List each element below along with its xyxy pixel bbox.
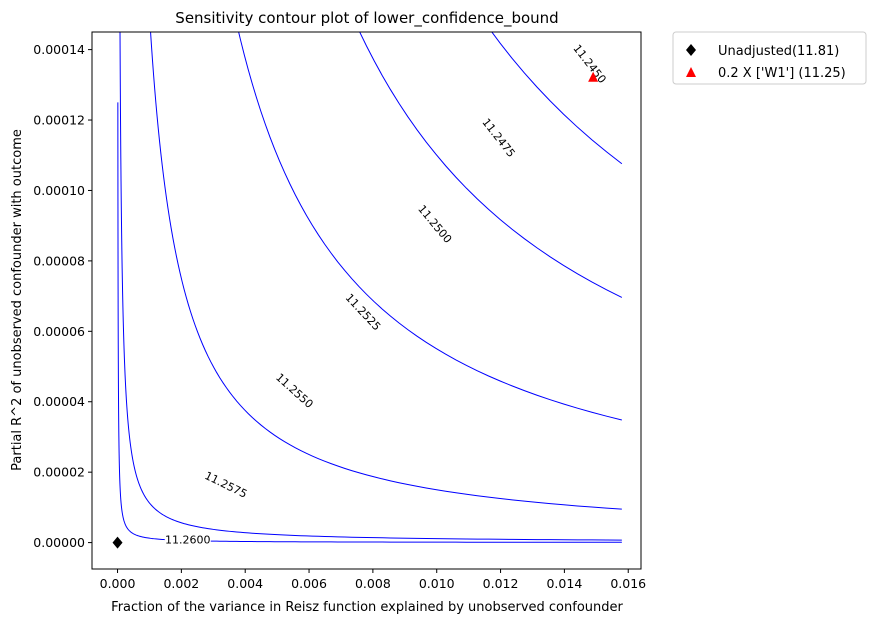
contour-line-1 xyxy=(119,32,622,541)
point-diamond xyxy=(112,536,123,549)
contour-label-0: 11.2600 xyxy=(165,533,211,546)
y-tick-label: 0.00008 xyxy=(33,253,85,268)
contour-label-5: 11.2475 xyxy=(479,116,517,160)
x-tick-label: 0.016 xyxy=(610,576,646,591)
contour-label-4: 11.2500 xyxy=(415,203,454,246)
contour-line-5 xyxy=(491,32,623,165)
y-tick-label: 0.00014 xyxy=(33,42,85,57)
contour-label-2: 11.2550 xyxy=(273,371,316,411)
y-axis: 0.00000 0.00002 0.00004 0.00006 0.00008 0.000… xyxy=(33,42,92,550)
contour-line-0 xyxy=(117,102,622,543)
x-tick-label: 0.012 xyxy=(483,576,519,591)
x-tick-label: 0.004 xyxy=(227,576,263,591)
legend-box xyxy=(672,31,867,85)
contour-line-2 xyxy=(150,32,622,510)
legend-label-unadjusted: Unadjusted(11.81) xyxy=(718,44,839,59)
chart-title: Sensitivity contour plot of lower_confid… xyxy=(175,9,558,28)
legend: Unadjusted(11.81) 0.2 X ['W1'] (11.25) xyxy=(672,31,867,85)
legend-diamond-marker xyxy=(686,44,696,56)
x-axis: 0.000 0.002 0.004 0.006 0.008 0.010 0.012 0.014… xyxy=(100,569,646,591)
x-tick-label: 0.010 xyxy=(419,576,455,591)
x-tick-label: 0.006 xyxy=(291,576,327,591)
y-axis-label: Partial R^2 of unobserved confounder wit… xyxy=(10,129,25,471)
contour-label-3: 11.2525 xyxy=(343,291,384,333)
y-tick-label: 0.00004 xyxy=(33,394,85,409)
contour-line-4 xyxy=(359,32,623,298)
x-tick-label: 0.014 xyxy=(546,576,582,591)
y-tick-label: 0.00012 xyxy=(33,113,85,128)
plot-frame xyxy=(91,31,642,570)
contour-line-6 xyxy=(477,0,621,8)
point-triangle xyxy=(588,71,599,82)
contour-label-1: 11.2575 xyxy=(203,469,250,501)
x-tick-label: 0.002 xyxy=(163,576,199,591)
y-tick-label: 0.00000 xyxy=(33,535,85,550)
x-tick-label: 0.008 xyxy=(355,576,391,591)
x-axis-label: Fraction of the variance in Reisz functi… xyxy=(111,600,623,615)
legend-triangle-marker xyxy=(686,67,696,77)
y-tick-label: 0.00006 xyxy=(33,324,85,339)
contour-line-3 xyxy=(238,32,622,421)
y-tick-label: 0.00002 xyxy=(33,465,85,480)
y-tick-label: 0.00010 xyxy=(33,183,85,198)
x-tick-label: 0.000 xyxy=(100,576,136,591)
legend-label-benchmark: 0.2 X ['W1'] (11.25) xyxy=(718,66,846,81)
